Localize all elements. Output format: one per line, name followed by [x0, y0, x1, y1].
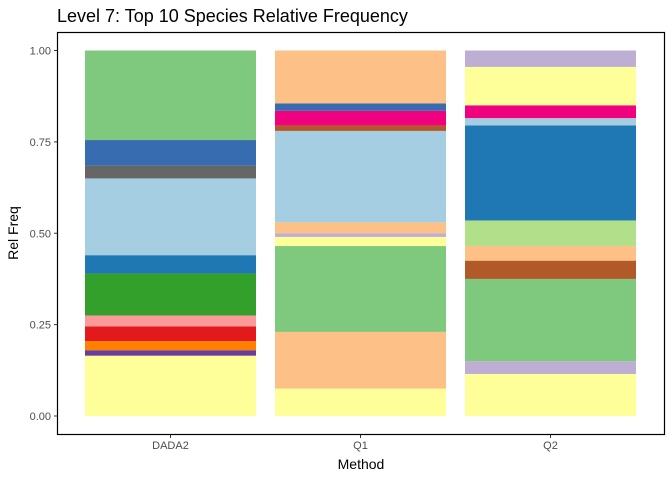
bar-segment-q2-7 [465, 118, 636, 126]
x-tick-label-q2: Q2 [543, 440, 558, 452]
bar-segment-dada2-8 [85, 165, 256, 179]
bar-segment-dada2-4 [85, 315, 256, 327]
bar-segment-dada2-1 [85, 350, 256, 356]
bar-segment-q2-10 [465, 50, 636, 67]
x-axis: DADA2 Q1 Q2 [152, 435, 558, 452]
bar-segment-q1-6 [275, 130, 446, 223]
bar-segment-q2-0 [465, 373, 636, 416]
bar-segment-q1-2 [275, 246, 446, 332]
y-tick-label: 0.50 [30, 228, 51, 240]
bar-segment-q1-8 [275, 110, 446, 126]
bar-segment-q2-5 [465, 220, 636, 247]
bar-segment-dada2-7 [85, 178, 256, 256]
bar-segment-dada2-5 [85, 273, 256, 316]
bar-segment-q1-1 [275, 331, 446, 389]
y-tick-label: 0.75 [30, 137, 51, 149]
bar-segment-dada2-3 [85, 326, 256, 342]
x-tick-label-dada2: DADA2 [152, 440, 189, 452]
bar-segment-dada2-6 [85, 255, 256, 274]
y-tick-label: 0.00 [30, 411, 51, 423]
y-axis-label: Rel Freq [5, 206, 21, 260]
bar-segment-q1-9 [275, 103, 446, 111]
bar-segment-dada2-10 [85, 50, 256, 141]
bar-segment-q2-3 [465, 260, 636, 279]
bar-segment-q2-9 [465, 66, 636, 106]
bar-segment-q1-4 [275, 233, 446, 237]
plot-panel-border [56, 31, 666, 436]
bar-group [85, 50, 636, 416]
y-tick-label: 1.00 [30, 46, 51, 58]
bar-segment-q1-3 [275, 236, 446, 247]
chart-title: Level 7: Top 10 Species Relative Frequen… [57, 6, 408, 26]
y-tick-label: 0.25 [30, 320, 51, 332]
bar-segment-dada2-0 [85, 355, 256, 416]
bar-segment-dada2-2 [85, 341, 256, 351]
bar-segment-q1-7 [275, 125, 446, 131]
bar-segment-q2-1 [465, 361, 636, 374]
bar-segment-q1-0 [275, 388, 446, 416]
bar-segment-dada2-9 [85, 140, 256, 166]
x-axis-label: Method [338, 456, 385, 472]
bar-segment-q2-6 [465, 125, 636, 221]
y-axis: 0.00 0.25 0.50 0.75 1.00 [30, 46, 57, 423]
bar-segment-q2-4 [465, 246, 636, 261]
bar-segment-q1-5 [275, 222, 446, 234]
x-tick-label-q1: Q1 [353, 440, 368, 452]
bar-segment-q1-10 [275, 50, 446, 104]
bar-segment-q2-2 [465, 278, 636, 362]
bar-segment-q2-8 [465, 105, 636, 119]
